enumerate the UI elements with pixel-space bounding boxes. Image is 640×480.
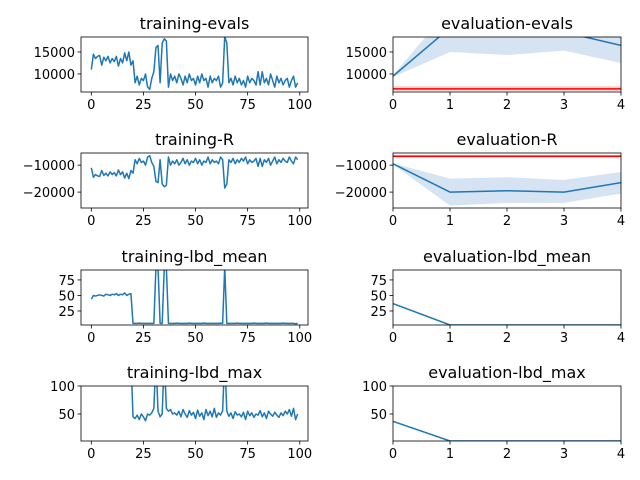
- plot-area: [393, 302, 621, 325]
- data-line: [131, 386, 299, 422]
- y-tick-label: 25: [58, 305, 75, 320]
- axes-frame: [80, 36, 309, 93]
- data-line: [393, 302, 621, 325]
- plot-area: [393, 420, 621, 441]
- x-tick-label: 50: [187, 331, 204, 346]
- axes-frame: [80, 385, 309, 442]
- data-line: [393, 420, 621, 441]
- x-tick-label: 1: [446, 98, 454, 113]
- subplot-title: evaluation-lbd_mean: [423, 247, 591, 267]
- subplot-title: evaluation-R: [456, 130, 557, 149]
- x-tick-label: 2: [503, 214, 511, 229]
- plot-area: [90, 37, 299, 91]
- x-tick-label: 1: [446, 214, 454, 229]
- subplot-title: evaluation-evals: [441, 14, 573, 33]
- x-tick-label: 0: [389, 447, 397, 462]
- x-tick-label: 100: [287, 214, 312, 229]
- y-tick-label: −20000: [23, 186, 75, 201]
- x-tick-label: 1: [446, 331, 454, 346]
- x-tick-label: 2: [503, 98, 511, 113]
- x-tick-label: 75: [239, 214, 256, 229]
- y-tick-label: −10000: [335, 159, 387, 174]
- y-tick-label: −10000: [23, 159, 75, 174]
- subplot: evaluation-lbd_max 0 1 2 3 4 50 100: [362, 363, 625, 462]
- subplot-title: training-evals: [140, 14, 250, 33]
- subplot: evaluation-evals 0 1 2 3 4 10000 15000: [346, 14, 626, 113]
- x-tick-label: 100: [287, 331, 312, 346]
- x-tick-label: 3: [560, 331, 568, 346]
- plot-area: [90, 154, 299, 189]
- x-tick-label: 3: [560, 447, 568, 462]
- x-tick-label: 4: [617, 214, 625, 229]
- x-tick-label: 0: [87, 331, 95, 346]
- plot-area: [131, 386, 299, 422]
- y-tick-label: −20000: [335, 186, 387, 201]
- x-tick-label: 0: [87, 98, 95, 113]
- y-tick-label: 15000: [34, 46, 75, 61]
- x-tick-label: 0: [87, 447, 95, 462]
- x-tick-label: 4: [617, 98, 625, 113]
- confidence-band: [393, 37, 621, 78]
- x-tick-label: 1: [446, 447, 454, 462]
- y-tick-label: 10000: [34, 68, 75, 83]
- subplot-title: training-R: [155, 130, 234, 149]
- y-tick-label: 100: [50, 380, 75, 395]
- axes-frame: [80, 269, 309, 326]
- y-tick-label: 75: [58, 274, 75, 289]
- x-tick-label: 75: [239, 331, 256, 346]
- x-tick-label: 100: [287, 98, 312, 113]
- x-tick-label: 0: [389, 98, 397, 113]
- subplot-title: evaluation-lbd_max: [428, 363, 586, 383]
- plot-area: [393, 154, 621, 206]
- x-tick-label: 25: [135, 447, 152, 462]
- x-tick-label: 4: [617, 447, 625, 462]
- subplot: evaluation-R 0 1 2 3 4 −10000 −20000: [335, 130, 625, 229]
- plot-area: [393, 37, 621, 91]
- x-tick-label: 25: [135, 214, 152, 229]
- subplot: training-lbd_max 0 25 50 75 100 50 100: [50, 363, 312, 462]
- y-tick-label: 50: [370, 289, 387, 304]
- x-tick-label: 2: [503, 331, 511, 346]
- confidence-band: [393, 163, 621, 206]
- x-tick-label: 25: [135, 98, 152, 113]
- axes-frame: [80, 152, 309, 209]
- x-tick-label: 50: [187, 214, 204, 229]
- subplot-title: training-lbd_max: [127, 363, 262, 383]
- x-tick-label: 2: [503, 447, 511, 462]
- y-tick-label: 25: [370, 305, 387, 320]
- y-tick-label: 15000: [346, 46, 387, 61]
- x-tick-label: 3: [560, 98, 568, 113]
- subplot: training-R 0 25 50 75 100 −10000 −20000: [23, 130, 312, 229]
- x-tick-label: 75: [239, 447, 256, 462]
- y-tick-label: 75: [370, 274, 387, 289]
- y-tick-label: 100: [362, 380, 387, 395]
- data-line: [393, 163, 621, 193]
- data-line: [393, 37, 621, 77]
- x-tick-label: 50: [187, 98, 204, 113]
- x-tick-label: 3: [560, 214, 568, 229]
- y-tick-label: 50: [58, 408, 75, 423]
- data-line: [90, 270, 298, 325]
- x-tick-label: 0: [389, 331, 397, 346]
- x-tick-label: 100: [287, 447, 312, 462]
- subplot: training-evals 0 25 50 75 100 10000 15000: [34, 14, 313, 113]
- x-tick-label: 0: [389, 214, 397, 229]
- y-tick-label: 50: [370, 408, 387, 423]
- data-line: [90, 37, 299, 91]
- x-tick-label: 25: [135, 331, 152, 346]
- plot-area: [90, 270, 298, 325]
- x-tick-label: 4: [617, 331, 625, 346]
- y-tick-label: 10000: [346, 68, 387, 83]
- x-tick-label: 0: [87, 214, 95, 229]
- y-tick-label: 50: [58, 289, 75, 304]
- x-tick-label: 75: [239, 98, 256, 113]
- data-line: [90, 154, 299, 189]
- subplot-title: training-lbd_mean: [122, 247, 268, 267]
- x-tick-label: 50: [187, 447, 204, 462]
